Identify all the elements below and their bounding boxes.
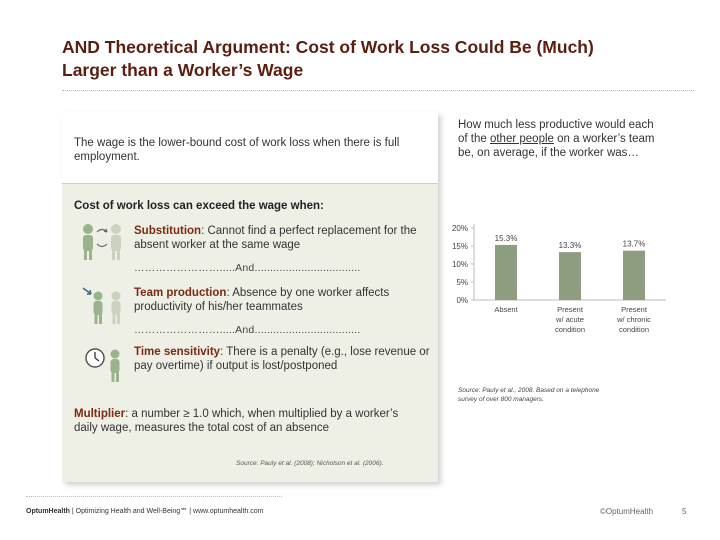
time-sensitivity-term: Time sensitivity bbox=[134, 346, 220, 358]
category-label: w/ acute bbox=[555, 315, 584, 324]
page-number: 5 bbox=[682, 507, 686, 516]
chart-question: How much less productive would each of t… bbox=[458, 118, 658, 160]
y-tick-label: 15% bbox=[452, 242, 468, 251]
substitution-item: Substitution: Cannot find a perfect repl… bbox=[134, 224, 434, 252]
category-label: w/ chronic bbox=[616, 315, 651, 324]
category-label: Absent bbox=[494, 305, 518, 314]
footer-divider bbox=[26, 496, 282, 497]
bar bbox=[623, 251, 645, 300]
substitution-people-icon bbox=[76, 222, 128, 262]
multiplier-text: Multiplier: a number ≥ 1.0 which, when m… bbox=[74, 407, 424, 435]
slide-title: AND Theoretical Argument: Cost of Work L… bbox=[62, 36, 622, 82]
time-sensitivity-item: Time sensitivity: There is a penalty (e.… bbox=[134, 345, 434, 373]
clock-person-icon bbox=[84, 344, 128, 384]
right-source-note: Source: Pauly et al., 2008. Based on a t… bbox=[458, 386, 618, 404]
category-label: condition bbox=[619, 325, 649, 334]
team-production-people-icon bbox=[80, 284, 130, 326]
data-label: 15.3% bbox=[495, 234, 518, 243]
category-label: Present bbox=[557, 305, 584, 314]
question-underlined: other people bbox=[490, 133, 554, 145]
cost-heading: Cost of work loss can exceed the wage wh… bbox=[74, 200, 324, 212]
category-label: condition bbox=[555, 325, 585, 334]
footer-tagline: | Optimizing Health and Well-Being℠ | ww… bbox=[70, 508, 264, 515]
data-label: 13.3% bbox=[559, 241, 582, 250]
title-divider bbox=[62, 90, 694, 91]
multiplier-term: Multiplier bbox=[74, 408, 125, 420]
and-connector: …………………….....And........................… bbox=[134, 324, 360, 336]
y-tick-label: 5% bbox=[456, 278, 468, 287]
team-production-term: Team production bbox=[134, 287, 226, 299]
bar bbox=[559, 252, 581, 300]
y-tick-label: 10% bbox=[452, 260, 468, 269]
y-tick-label: 20% bbox=[452, 224, 468, 233]
y-tick-label: 0% bbox=[456, 296, 468, 305]
wage-text: The wage is the lower-bound cost of work… bbox=[74, 136, 424, 164]
team-production-item: Team production: Absence by one worker a… bbox=[134, 286, 434, 314]
data-label: 13.7% bbox=[623, 240, 646, 249]
left-source-note: Source: Pauly et al. (2008); Nicholson e… bbox=[236, 460, 383, 467]
category-label: Present bbox=[621, 305, 648, 314]
and-connector: …………………….....And........................… bbox=[134, 262, 360, 274]
brand-logo: ©OptumHealth bbox=[600, 507, 653, 516]
bar bbox=[495, 245, 517, 300]
substitution-term: Substitution bbox=[134, 225, 201, 237]
footer-brand: OptumHealth bbox=[26, 508, 70, 515]
footer-text: OptumHealth | Optimizing Health and Well… bbox=[26, 507, 263, 515]
